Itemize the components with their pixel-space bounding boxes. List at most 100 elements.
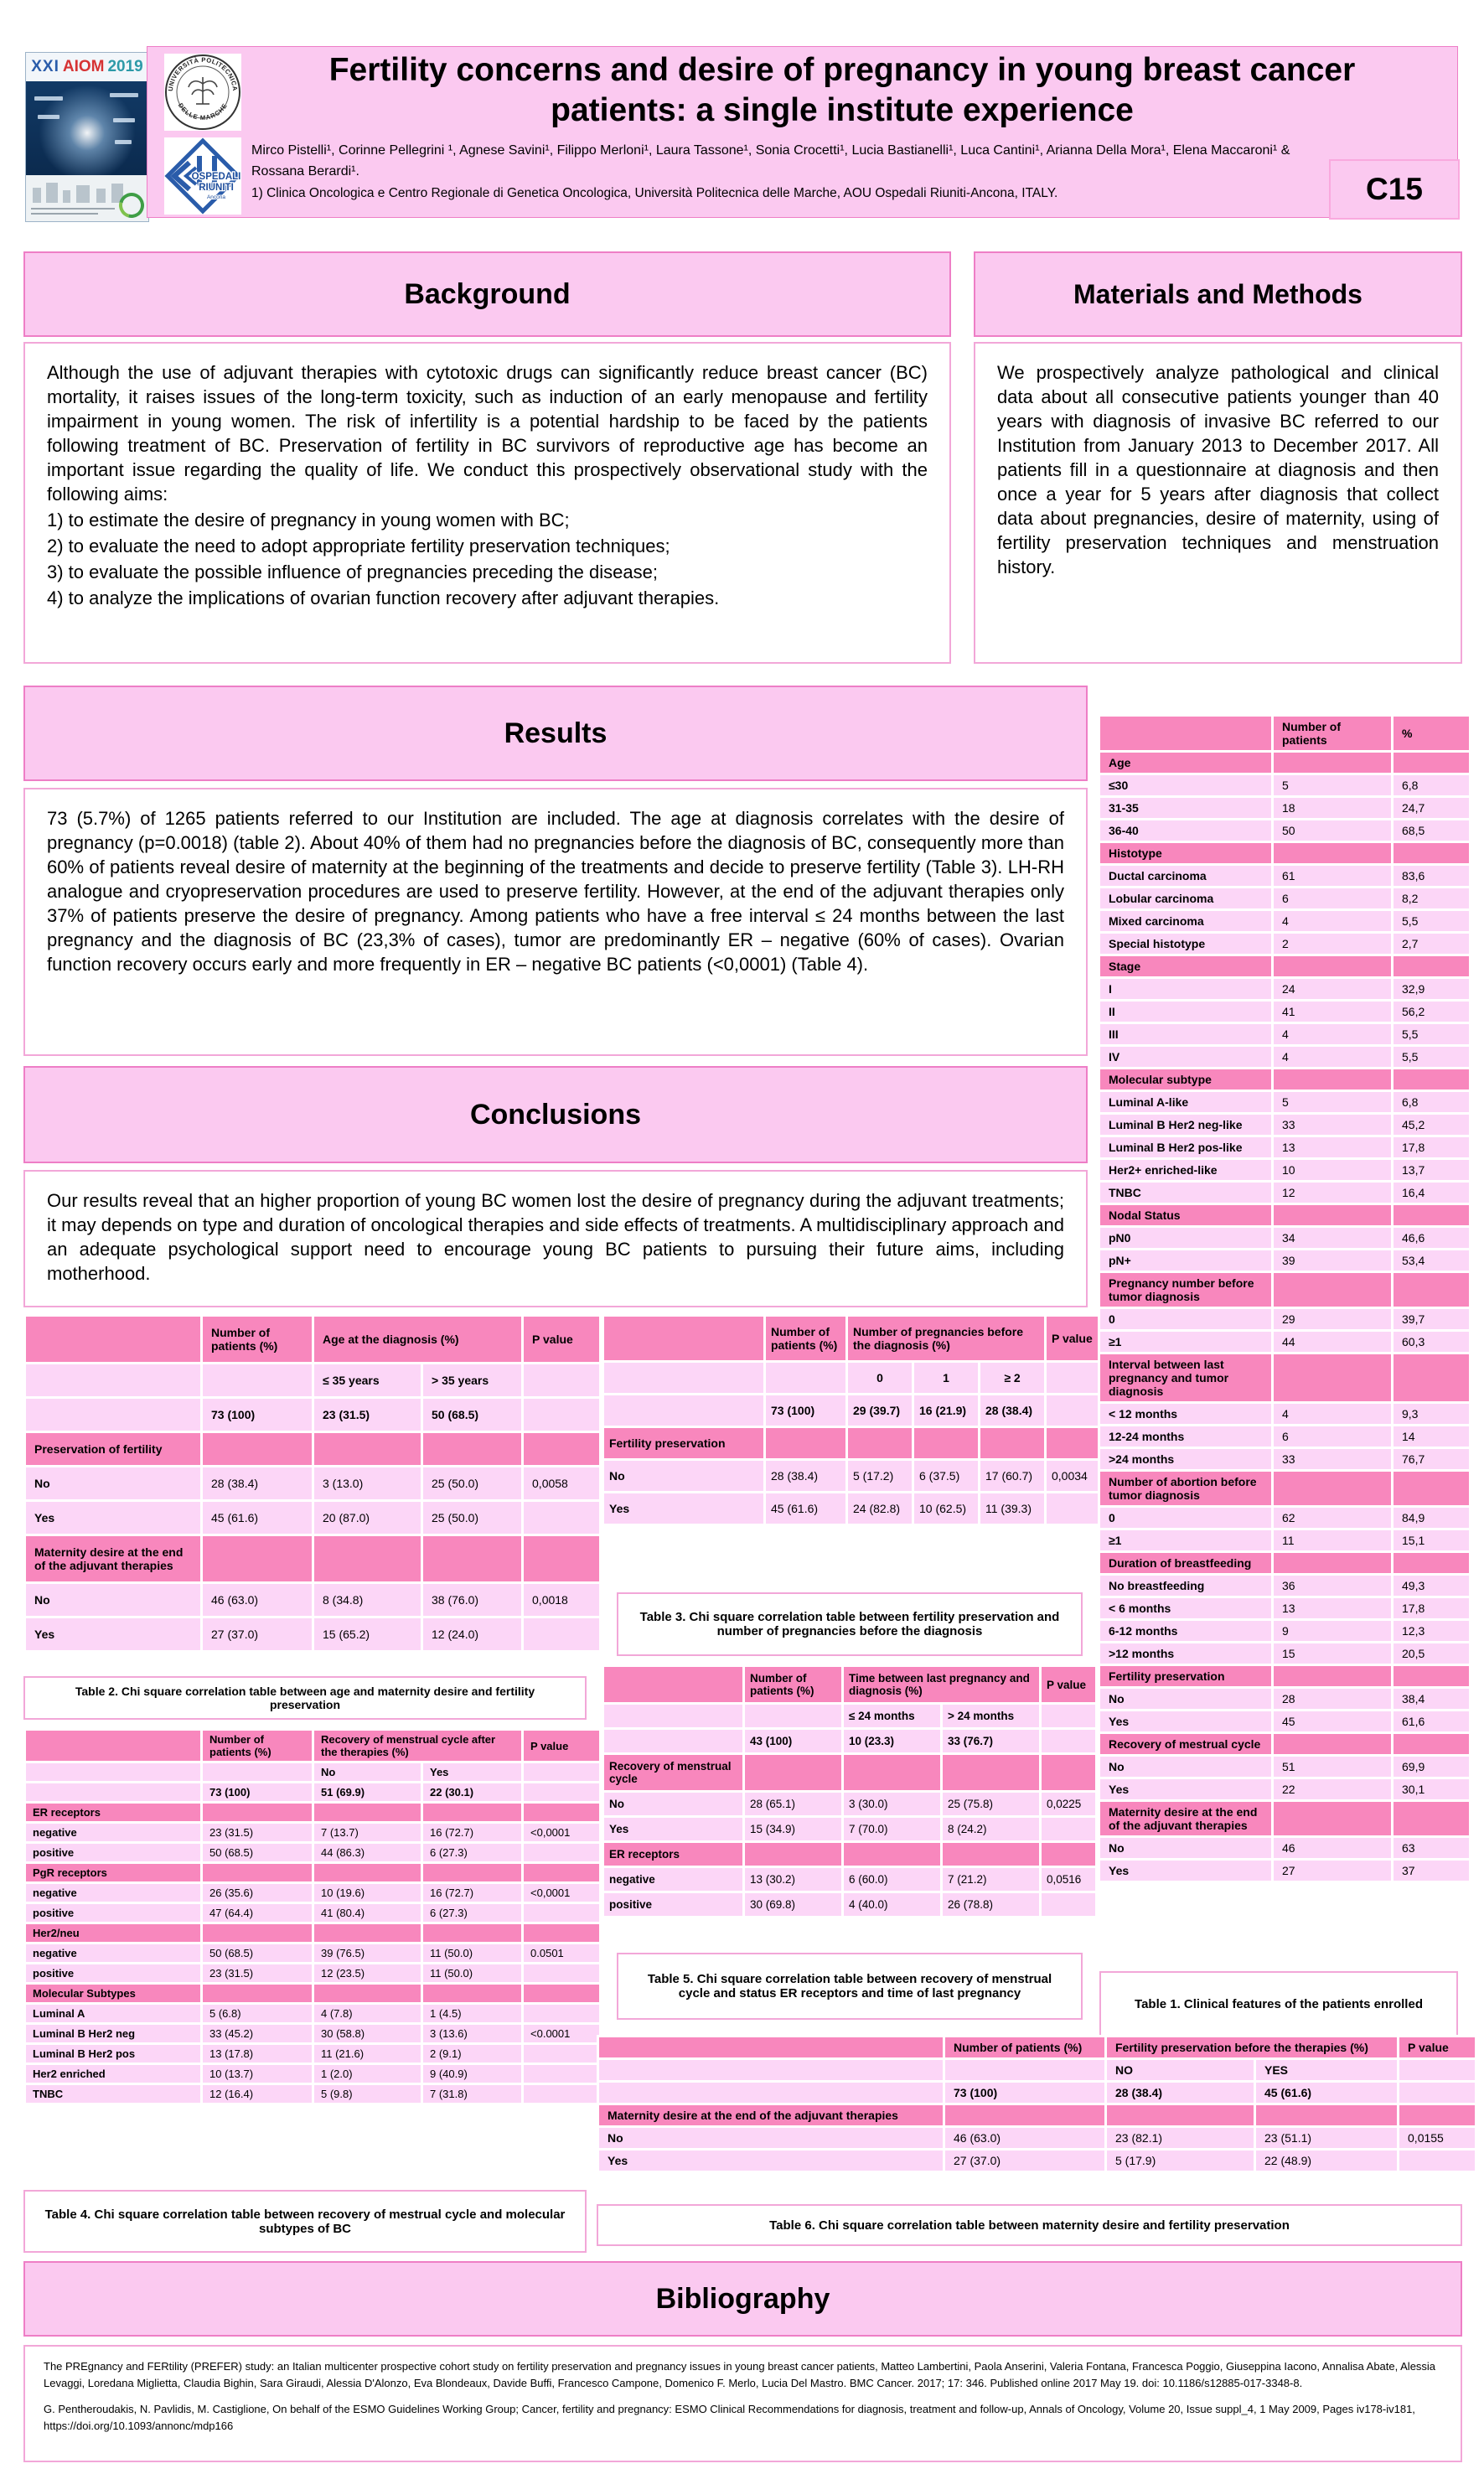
cell: No: [604, 1461, 763, 1491]
cell: ER receptors: [604, 1843, 742, 1866]
table-section-row: Recovery of mestrual cycle: [1100, 1734, 1469, 1754]
cell: Yes: [1100, 1779, 1271, 1799]
cell: 61: [1274, 866, 1391, 886]
cell: [26, 1731, 200, 1761]
cell: [524, 1399, 600, 1431]
table-row: pN+ 39 53,4: [1100, 1250, 1469, 1271]
cell: positive: [604, 1893, 742, 1916]
cell: [524, 2065, 600, 2083]
table-3-fertility-preservation-pregnancies: Number of patients (%) Number of pregnanc…: [602, 1314, 1100, 1526]
cell: [1256, 2105, 1398, 2125]
cell: PgR receptors: [26, 1864, 200, 1881]
cell: Yes: [26, 1618, 200, 1650]
cell: [203, 1985, 312, 2002]
cell: Number of pregnancies before the diagnos…: [848, 1317, 1044, 1360]
poster-title-line1: Fertility concerns and desire of pregnan…: [328, 52, 1356, 88]
cell: 33: [1274, 1115, 1391, 1135]
cell: [524, 1618, 600, 1650]
university-seal-logo: UNIVERSITÀ POLITECNICA DELLE MARCHE: [164, 54, 241, 131]
cell: 46: [1274, 1838, 1391, 1858]
background-title: Background: [404, 277, 571, 310]
table-row: Ductal carcinoma 61 83,6: [1100, 866, 1469, 886]
cell: [423, 1433, 522, 1465]
cell: 28 (38.4): [1107, 2083, 1254, 2103]
table-row: negative 50 (68.5) 39 (76.5) 11 (50.0) 0.050…: [26, 1944, 600, 1962]
cell: 36: [1274, 1576, 1391, 1596]
cell: > 35 years: [423, 1364, 522, 1396]
table-subheader-row: 0 1 ≥ 2: [604, 1363, 1098, 1393]
cell: positive: [26, 1964, 200, 1982]
cell: 17,8: [1394, 1598, 1469, 1618]
cell: 23 (31.5): [314, 1399, 421, 1431]
cell: 0,0058: [524, 1467, 600, 1499]
table-row: < 6 months 13 17,8: [1100, 1598, 1469, 1618]
table-row: Special histotype 2 2,7: [1100, 934, 1469, 954]
cell: No: [604, 1793, 742, 1815]
cell: 39: [1274, 1250, 1391, 1271]
cell: [1107, 2105, 1254, 2125]
cell: Luminal B Her2 pos: [26, 2045, 200, 2063]
cell: 29 (39.7): [848, 1395, 912, 1426]
cell: [1274, 1802, 1391, 1835]
cell: 0,0516: [1042, 1868, 1096, 1891]
cell: 37: [1394, 1861, 1469, 1881]
table-section-row: Molecular subtype: [1100, 1069, 1469, 1089]
cell: 47 (64.4): [203, 1904, 312, 1922]
cell: ER receptors: [26, 1804, 200, 1821]
table-row: ≤30 5 6,8: [1100, 775, 1469, 795]
cell: [203, 1763, 312, 1781]
cell: Luminal A-like: [1100, 1092, 1271, 1112]
cell: 49,3: [1394, 1576, 1469, 1596]
cell: 11 (50.0): [423, 1944, 522, 1962]
cell: ≤ 24 months: [844, 1705, 940, 1727]
cell: 6-12 months: [1100, 1621, 1271, 1641]
background-aim-1: 1) to estimate the desire of pregnancy i…: [47, 510, 570, 531]
cell: 45: [1274, 1711, 1391, 1731]
cell: [1394, 753, 1469, 773]
cell: II: [1100, 1002, 1271, 1022]
cell: 10 (23.3): [844, 1730, 940, 1752]
table-row: TNBC 12 (16.4) 5 (9.8) 7 (31.8): [26, 2085, 600, 2103]
cell: [1274, 843, 1391, 863]
congress-xxi-label: XXI: [31, 58, 59, 75]
cell: [1042, 1705, 1096, 1727]
cell: 3 (13.6): [423, 2025, 522, 2042]
table-row: 36-40 50 68,5: [1100, 820, 1469, 841]
cell: [314, 1864, 421, 1881]
table-section-row: Maternity desire at the end of the adjuv…: [599, 2105, 1476, 2125]
cell: Duration of breastfeeding: [1100, 1553, 1271, 1573]
cell: [524, 1864, 600, 1881]
cell: 13,7: [1394, 1160, 1469, 1180]
cell: 5,5: [1394, 1024, 1469, 1044]
cell: P value: [524, 1317, 600, 1362]
cell: [604, 1730, 742, 1752]
cell: [848, 1428, 912, 1458]
cell: I: [1100, 979, 1271, 999]
cell: Special histotype: [1100, 934, 1271, 954]
cell: [524, 1904, 600, 1922]
table-row: Yes 45 61,6: [1100, 1711, 1469, 1731]
cell: 41 (80.4): [314, 1904, 421, 1922]
table-row: >24 months 33 76,7: [1100, 1449, 1469, 1469]
cell: Fertility preservation: [604, 1428, 763, 1458]
cell: Her2 enriched: [26, 2065, 200, 2083]
cell: 23 (31.5): [203, 1824, 312, 1841]
cell: Number of abortion before tumor diagnosi…: [1100, 1472, 1271, 1505]
cell: TNBC: [1100, 1183, 1271, 1203]
table-6-caption: Table 6. Chi square correlation table be…: [597, 2204, 1462, 2246]
cell: 5 (6.8): [203, 2005, 312, 2022]
table-row: I 24 32,9: [1100, 979, 1469, 999]
table-subheader-row: NO YES: [599, 2060, 1476, 2080]
cell: negative: [26, 1944, 200, 1962]
bibliography-ref-2: G. Pentheroudakis, N. Pavlidis, M. Casti…: [44, 2403, 1415, 2432]
table-total-row: 73 (100) 23 (31.5) 50 (68.5): [26, 1399, 600, 1431]
table-header-row: Number of patients (%) Fertility preserva…: [599, 2037, 1476, 2057]
cell: 24 (82.8): [848, 1493, 912, 1524]
cell: 28 (38.4): [203, 1467, 312, 1499]
poster-title-line2: patients: a single institute experience: [551, 91, 1134, 128]
cell: 3 (30.0): [844, 1793, 940, 1815]
cell: No: [1100, 1689, 1271, 1709]
cell: P value: [1399, 2037, 1476, 2057]
cell: 45,2: [1394, 1115, 1469, 1135]
cell: 5,5: [1394, 911, 1469, 931]
